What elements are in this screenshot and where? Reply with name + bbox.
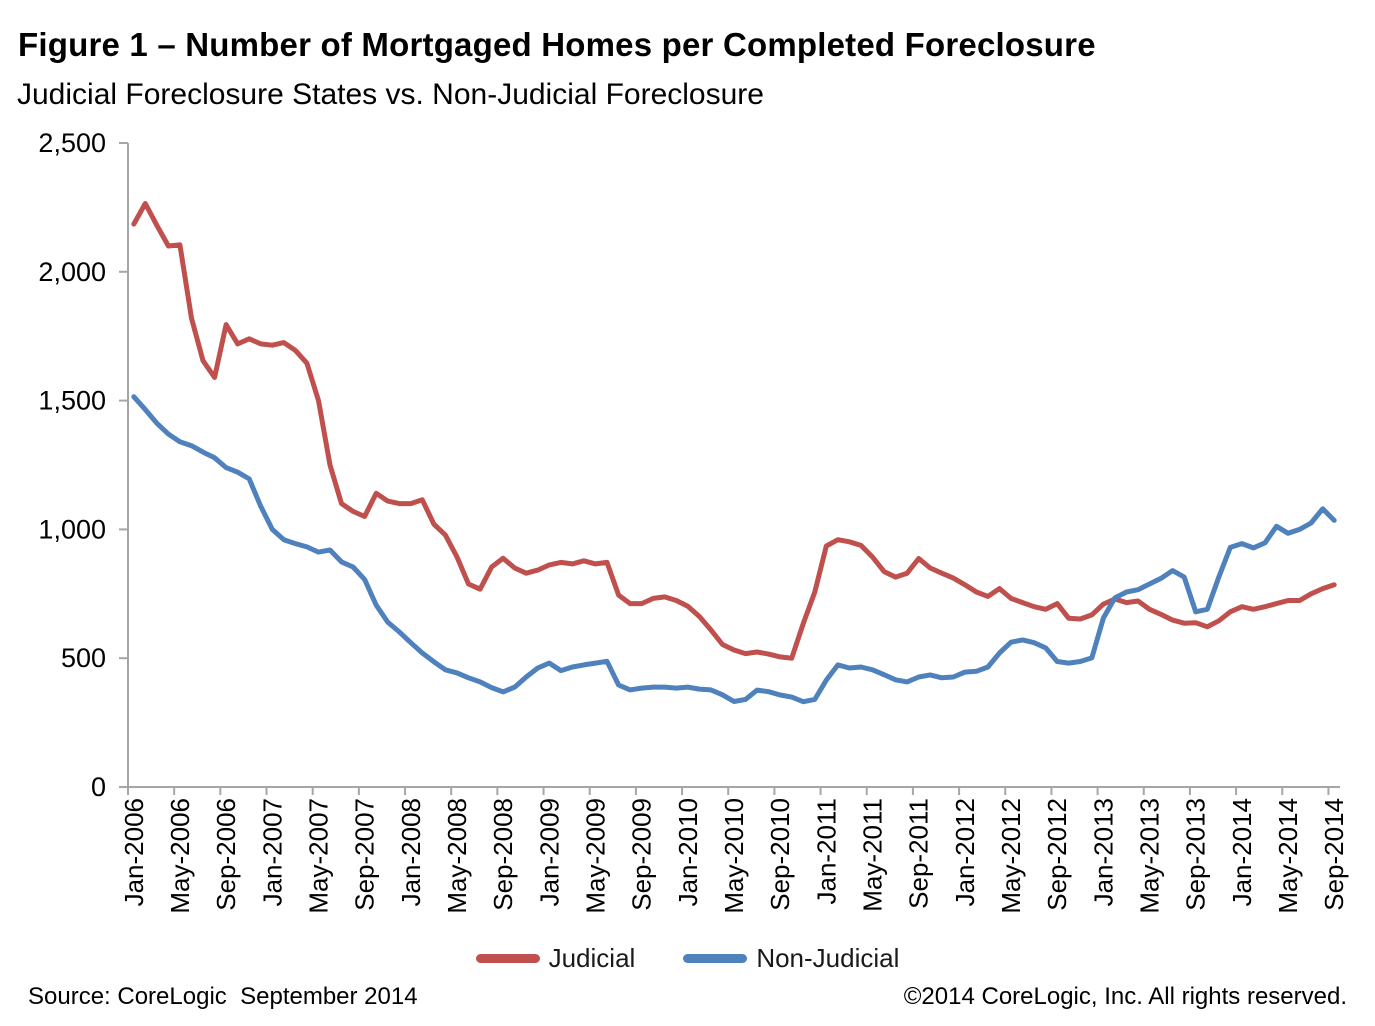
x-tick-label: Sep-2010 <box>765 798 795 911</box>
x-tick-label: Sep-2014 <box>1319 798 1349 911</box>
judicial-line-swatch <box>475 954 540 963</box>
figure-subtitle: Judicial Foreclosure States vs. Non-Judi… <box>17 78 764 111</box>
copyright-note: ©2014 CoreLogic, Inc. All rights reserve… <box>903 983 1347 1010</box>
x-tick-label: May-2006 <box>165 798 195 914</box>
judicial-line <box>131 201 1337 661</box>
legend-item-non-judicial: Non-Judicial <box>683 943 899 974</box>
non-judicial-line-swatch <box>683 954 748 963</box>
x-tick-label: May-2011 <box>858 798 888 912</box>
x-tick-label: Sep-2011 <box>904 798 934 909</box>
x-tick-label: Jan-2007 <box>257 798 287 906</box>
x-tick-label: May-2008 <box>442 798 472 914</box>
chart-legend: Judicial Non-Judicial <box>0 943 1375 974</box>
y-tick-label: 1,500 <box>38 386 106 416</box>
x-tick-label: Sep-2007 <box>350 798 380 911</box>
x-tick-label: Jan-2012 <box>950 798 980 906</box>
x-tick-label: May-2013 <box>1135 798 1165 914</box>
x-tick-label: Jan-2013 <box>1088 798 1118 906</box>
x-tick-label: May-2014 <box>1273 798 1303 914</box>
x-tick-label: Jan-2008 <box>396 798 426 906</box>
x-tick-label: May-2012 <box>996 798 1026 914</box>
x-tick-label: Sep-2009 <box>627 798 657 911</box>
figure-title: Figure 1 – Number of Mortgaged Homes per… <box>18 26 1096 63</box>
x-tick-label: Jan-2011 <box>811 798 841 905</box>
x-tick-label: Jan-2010 <box>673 798 703 906</box>
y-tick-label: 500 <box>61 643 106 673</box>
x-tick-label: Sep-2006 <box>211 798 241 911</box>
y-tick-label: 0 <box>91 772 106 802</box>
non-judicial-legend-label: Non-Judicial <box>756 943 900 973</box>
y-tick-label: 2,500 <box>38 128 106 158</box>
x-tick-label: Jan-2014 <box>1227 798 1257 906</box>
x-tick-label: Sep-2008 <box>488 798 518 911</box>
x-tick-label: May-2007 <box>303 798 333 914</box>
non-judicial-line <box>131 394 1337 705</box>
y-tick-label: 1,000 <box>38 514 106 544</box>
x-tick-label: Jan-2009 <box>534 798 564 906</box>
x-tick-label: May-2010 <box>719 798 749 914</box>
y-tick-label: 2,000 <box>38 257 106 287</box>
x-tick-label: May-2009 <box>580 798 610 914</box>
x-tick-label: Sep-2012 <box>1042 798 1072 911</box>
source-note: Source: CoreLogic September 2014 <box>28 983 418 1010</box>
footer: Source: CoreLogic September 2014 ©2014 C… <box>0 983 1375 1011</box>
x-tick-label: Sep-2013 <box>1181 798 1211 911</box>
axis-lines <box>127 143 1340 788</box>
judicial-legend-label: Judicial <box>548 943 636 973</box>
x-tick-label: Jan-2006 <box>119 798 149 906</box>
legend-item-judicial: Judicial <box>475 943 636 974</box>
